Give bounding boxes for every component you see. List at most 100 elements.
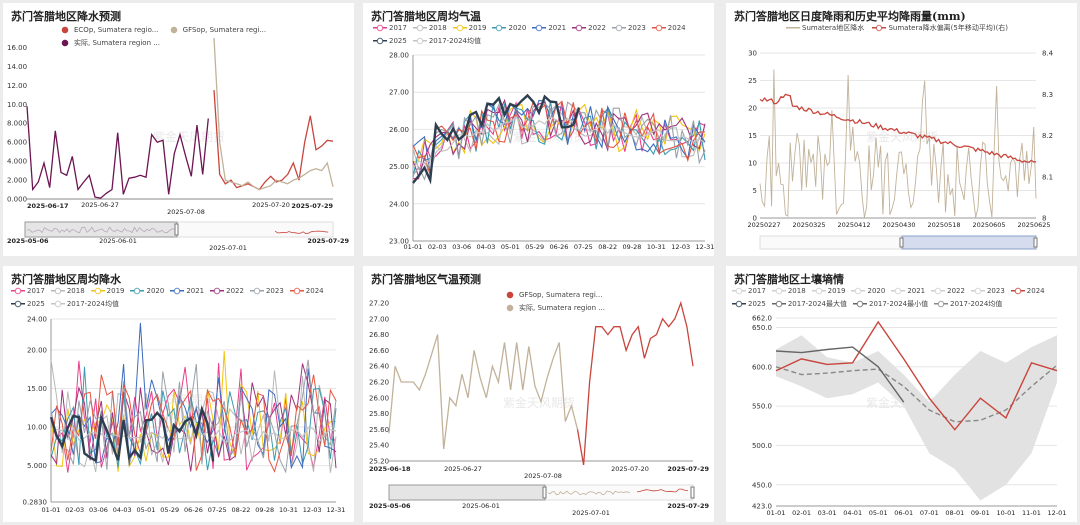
legend-label: 2024 <box>305 287 324 295</box>
x-tick-label: 2025-06-18 <box>369 465 411 473</box>
zoom-preview <box>547 490 630 496</box>
legend-item[interactable]: 2018 <box>412 22 447 35</box>
panel-precip-forecast: 苏门答腊地区降水预测 ECOp, Sumatera regio... GFSop… <box>3 3 354 256</box>
series-line <box>50 366 337 471</box>
legend: Sumatera地区降水 Sumatera降水偏离(5年移动平均)(右) <box>786 22 1014 35</box>
zoom-handle <box>899 237 904 248</box>
legend-item[interactable]: 2021 <box>891 285 925 298</box>
legend-item[interactable]: 2022 <box>210 285 244 298</box>
x-tick-label: 10-31 <box>647 243 666 251</box>
legend: 2017 2018 2019 2020 2021 2022 2023 2024 2025 2017… <box>11 285 351 311</box>
legend-item[interactable]: Sumatera降水偏离(5年移动平均)(右) <box>872 22 1008 35</box>
legend-item[interactable]: 2025 <box>373 35 407 48</box>
series-line <box>26 106 209 199</box>
legend-item[interactable]: 2025 <box>732 298 766 311</box>
legend-item[interactable]: 实际, Sumatera region ... <box>58 37 160 50</box>
legend-label: GFSop, Sumatera regi... <box>519 291 603 299</box>
series-line <box>412 115 706 169</box>
y-tick-label: 10 <box>748 160 757 168</box>
x-tick-label: 04-01 <box>843 509 862 517</box>
legend-item[interactable]: 2024 <box>1010 285 1045 298</box>
legend-item[interactable]: 2019 <box>811 285 845 298</box>
legend-label: 2018 <box>428 24 447 32</box>
panel-title: 苏门答腊地区周均降水 <box>11 273 121 286</box>
chart-weekly-precip: 0.2830 5.000 10.00 15.00 20.00 24.00 01-01 02-0… <box>23 316 346 515</box>
series-line <box>576 300 694 466</box>
legend-label: 2018 <box>66 287 85 295</box>
legend-item[interactable]: 2017 <box>11 285 45 298</box>
zoom-label: 2025-06-01 <box>99 237 137 245</box>
legend-marker <box>11 300 25 308</box>
legend-item[interactable]: 2023 <box>611 22 646 35</box>
legend-item[interactable]: 2020 <box>851 285 885 298</box>
legend-item[interactable]: 2017-2024最大值 <box>771 298 847 311</box>
y-tick-label: 25.00 <box>389 163 409 171</box>
y-tick-label: 30 <box>748 50 757 58</box>
legend-item[interactable]: 2025 <box>11 298 45 311</box>
y-tick-label: 0 <box>753 215 757 223</box>
y-tick-label: 550.0 <box>752 403 772 411</box>
legend-label: 2019 <box>468 24 487 32</box>
legend-item[interactable]: 2024 <box>289 285 324 298</box>
x-tick-label: 02-03 <box>428 243 447 251</box>
y-tick-label: 27.00 <box>389 89 409 97</box>
x-tick-label: 07-25 <box>574 243 593 251</box>
legend-marker <box>373 24 387 32</box>
x-tick-label: 12-03 <box>303 506 322 514</box>
legend-marker <box>532 24 547 32</box>
legend-marker <box>492 24 507 32</box>
series-line <box>759 93 1037 163</box>
x-tick-label: 10-01 <box>996 509 1015 517</box>
y-tick-label: 20 <box>748 105 757 113</box>
series-line <box>412 100 706 176</box>
series-line <box>213 90 334 191</box>
legend-item[interactable]: 2019 <box>90 285 124 298</box>
legend-label: 2017 <box>389 24 407 32</box>
legend-label: 2025 <box>389 37 407 45</box>
legend-item[interactable]: 实际, Sumatera region ... <box>503 302 605 315</box>
legend-item[interactable]: 2018 <box>771 285 806 298</box>
legend-item[interactable]: 2022 <box>931 285 965 298</box>
legend-label: 2024 <box>1026 287 1045 295</box>
legend-item[interactable]: 2024 <box>651 22 686 35</box>
legend-item[interactable]: 2017-2024最小值 <box>852 298 929 311</box>
chart-daily-rain: 0 5 10 15 20 25 30 8 8.1 8.2 8.3 8.4 20250227 2025032… <box>747 50 1054 250</box>
legend-item[interactable]: 2018 <box>50 285 85 298</box>
y-tick-label: 4.000 <box>7 158 27 166</box>
legend-item[interactable]: GFSop, Sumatera regi... <box>503 289 602 302</box>
zoom-handle <box>690 486 695 499</box>
legend-item[interactable]: 2023 <box>970 285 1005 298</box>
legend-label: 2023 <box>265 287 284 295</box>
legend-item[interactable]: 2019 <box>452 22 487 35</box>
legend-marker <box>934 300 949 308</box>
x-tick-label: 01-01 <box>42 506 61 514</box>
y-tick-label: 423.0 <box>752 503 772 511</box>
legend-item[interactable]: 2022 <box>572 22 606 35</box>
y-tick-label: 16.00 <box>7 44 27 52</box>
legend: GFSop, Sumatera regi... 实际, Sumatera reg… <box>503 289 714 315</box>
legend-item[interactable]: 2017-2024均值 <box>50 298 119 311</box>
panel-soil-moisture: 苏门答腊地区土壤墒情 2017 2018 2019 2020 2021 2022 2023 2… <box>726 266 1077 522</box>
legend-item[interactable]: Sumatera地区降水 <box>786 22 864 35</box>
legend-item[interactable]: 2017-2024均值 <box>934 298 1002 311</box>
legend-item[interactable]: 2020 <box>492 22 526 35</box>
legend-item[interactable]: 2017 <box>373 22 407 35</box>
legend-item[interactable]: 2017-2024均值 <box>412 35 481 48</box>
legend-item[interactable]: 2020 <box>130 285 164 298</box>
x-tick-label: 05-01 <box>137 506 156 514</box>
legend-marker <box>771 287 786 295</box>
legend-item[interactable]: ECOp, Sumatera regio... <box>58 24 158 37</box>
panel-weekly-precip: 苏门答腊地区周均降水 2017 2018 2019 2020 2021 2022 2023 2… <box>3 266 354 522</box>
legend-item[interactable]: 2021 <box>532 22 566 35</box>
legend-item[interactable]: 2021 <box>170 285 204 298</box>
y-tick-label: 10.00 <box>27 424 47 432</box>
legend-label: 2017-2024最小值 <box>868 300 929 308</box>
legend-item[interactable]: 2017 <box>732 285 766 298</box>
x-tick-label: 05-29 <box>160 506 179 514</box>
series-line <box>412 93 581 185</box>
x-tick-label: 2025-07-20 <box>252 201 290 209</box>
legend-item[interactable]: GFSop, Sumatera regi... <box>166 24 266 37</box>
series-line <box>50 359 337 474</box>
x-tick-label: 2025-07-08 <box>167 208 205 216</box>
legend-item[interactable]: 2023 <box>249 285 284 298</box>
